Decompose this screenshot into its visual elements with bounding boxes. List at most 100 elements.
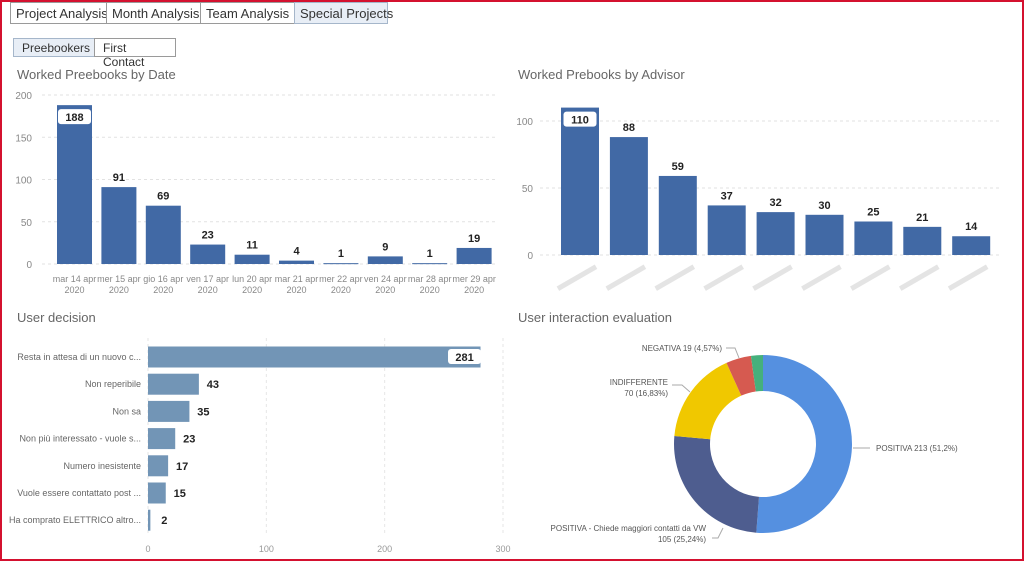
blurred-advisor-name — [947, 264, 989, 291]
subtab-first-contact[interactable]: First Contact — [94, 38, 176, 69]
x-tick-label: mar 14 apr — [53, 274, 97, 284]
bar[interactable] — [148, 482, 166, 504]
x-tick-label: lun 20 apr — [232, 274, 272, 284]
x-tick-label: 2020 — [286, 285, 306, 295]
data-label: 9 — [382, 241, 388, 253]
leader-line — [726, 347, 740, 359]
chart-title-by-advisor: Worked Prebooks by Advisor — [518, 67, 685, 82]
slice-label-positiva: POSITIVA 213 (51,2%) — [876, 444, 958, 453]
tab-special-projects[interactable]: Special Projects — [294, 2, 393, 24]
blurred-advisor-name — [556, 264, 598, 291]
tab-team-analysis[interactable]: Team Analysis — [200, 2, 295, 24]
bar[interactable] — [145, 205, 181, 264]
donut-slice[interactable] — [756, 355, 853, 533]
data-label: 1 — [338, 248, 344, 260]
slice-label-indifferente: INDIFFERENTE — [610, 378, 668, 387]
data-label: 4 — [293, 246, 300, 258]
bar[interactable] — [854, 221, 893, 256]
blurred-advisor-name — [801, 264, 842, 291]
y-tick-label: 100 — [516, 117, 533, 128]
y-tick-label: 100 — [15, 176, 32, 187]
category-label: Resta in attesa di un nuovo c... — [17, 352, 141, 362]
data-label: 23 — [202, 230, 214, 242]
tab-project-analysis[interactable]: Project Analysis — [10, 2, 108, 24]
bar[interactable] — [609, 137, 648, 255]
bar[interactable] — [367, 256, 403, 264]
y-tick-label: 200 — [15, 91, 32, 102]
data-label: 91 — [113, 172, 125, 184]
data-label: 281 — [455, 352, 473, 364]
bar[interactable] — [148, 509, 151, 531]
bar[interactable] — [456, 247, 492, 264]
donut-slice[interactable] — [674, 435, 760, 533]
chart-title-by-date: Worked Preebooks by Date — [17, 67, 176, 82]
bar[interactable] — [412, 263, 448, 265]
subtab-preebookers[interactable]: Preebookers — [13, 38, 95, 57]
bar[interactable] — [148, 428, 176, 450]
data-label: 30 — [818, 200, 830, 212]
x-tick-label: 2020 — [109, 285, 129, 295]
data-label: 11 — [246, 240, 258, 252]
bar[interactable] — [57, 105, 92, 264]
tab-month-analysis[interactable]: Month Analysis — [106, 2, 201, 24]
bar[interactable] — [234, 254, 270, 264]
category-label: Non sa — [112, 406, 141, 416]
bar[interactable] — [148, 400, 190, 422]
blurred-advisor-name — [850, 264, 891, 291]
bar[interactable] — [561, 107, 599, 255]
x-tick-label: mer 22 apr — [319, 274, 363, 284]
x-tick-label: ven 24 apr — [364, 274, 407, 284]
donut-slice[interactable] — [674, 362, 742, 440]
blurred-advisor-name — [605, 264, 647, 291]
category-label: Non reperibile — [85, 379, 141, 389]
data-label: 110 — [571, 115, 589, 127]
bar[interactable] — [805, 214, 844, 255]
y-tick-label: 150 — [15, 133, 32, 144]
bar[interactable] — [190, 244, 226, 264]
bar[interactable] — [101, 187, 137, 264]
donut-slice[interactable] — [726, 355, 756, 396]
leader-line — [712, 527, 724, 539]
x-tick-label: mer 29 apr — [452, 274, 496, 284]
leader-line — [672, 384, 691, 393]
bar[interactable] — [148, 455, 169, 477]
category-label: Ha comprato ELETTRICO altro... — [9, 515, 141, 525]
data-label-bg — [58, 109, 91, 125]
bar[interactable] — [279, 260, 314, 264]
slice-label-positiva-chiede-value: 105 (25,24%) — [658, 535, 706, 544]
blurred-advisor-name — [654, 264, 696, 291]
y-tick-label: 0 — [527, 251, 533, 262]
x-tick-label: ven 17 apr — [186, 274, 229, 284]
x-tick-label: 2020 — [420, 285, 440, 295]
x-tick-label: 2020 — [242, 285, 262, 295]
bar[interactable] — [658, 175, 697, 255]
x-tick-label: 2020 — [375, 285, 395, 295]
data-label: 88 — [623, 122, 635, 134]
x-tick-label: 300 — [495, 544, 510, 554]
data-label: 35 — [197, 406, 209, 418]
bar[interactable] — [952, 236, 991, 255]
bar[interactable] — [148, 346, 481, 368]
bar[interactable] — [707, 205, 746, 255]
bar[interactable] — [148, 373, 199, 395]
category-label: Non più interessato - vuole s... — [19, 434, 141, 444]
data-label: 23 — [183, 434, 195, 446]
data-label: 188 — [65, 112, 83, 124]
y-tick-label: 0 — [26, 260, 32, 271]
x-tick-label: 2020 — [331, 285, 351, 295]
x-tick-label: 2020 — [64, 285, 84, 295]
data-label: 69 — [157, 191, 169, 203]
bar[interactable] — [323, 263, 359, 265]
blurred-advisor-name — [752, 264, 793, 291]
donut-slice[interactable] — [750, 355, 763, 392]
data-label: 32 — [769, 197, 781, 209]
x-tick-label: 2020 — [198, 285, 218, 295]
blurred-advisor-name — [898, 264, 940, 291]
x-tick-label: gio 16 apr — [143, 274, 183, 284]
bar[interactable] — [756, 212, 795, 255]
blurred-advisor-name — [703, 264, 744, 291]
chart-title-user-decision: User decision — [17, 310, 96, 325]
y-tick-label: 50 — [21, 218, 33, 229]
bar[interactable] — [903, 226, 942, 255]
data-label: 1 — [427, 248, 433, 260]
